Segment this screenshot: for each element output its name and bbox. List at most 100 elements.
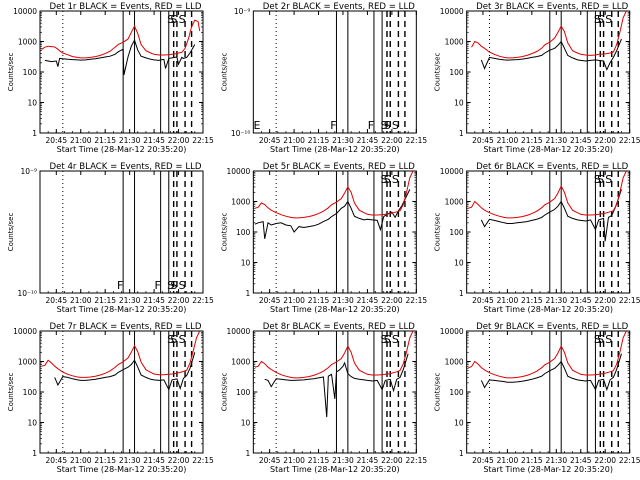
plot-frame (466, 330, 631, 454)
x-tick-label: 21:45 (570, 296, 592, 305)
x-tick-label: 21:15 (94, 296, 116, 305)
y-axis-label: Counts/sec (220, 373, 228, 412)
x-axis-label: Start Time (28-Mar-12 20:35:20) (57, 465, 187, 474)
marker-label: S (384, 333, 391, 346)
y-tick-label: 1000 (445, 358, 464, 367)
x-tick-label: 22:00 (381, 296, 403, 305)
plot-frame (39, 170, 204, 294)
y-tick-label: 100 (449, 68, 464, 77)
marker-label: S (605, 13, 612, 26)
x-tick-label: 22:15 (192, 456, 214, 465)
marker-label: S (597, 333, 604, 346)
y-tick-label: 1 (32, 449, 37, 458)
marker-label: S (594, 333, 601, 346)
y-axis-label: Counts/sec (220, 213, 228, 252)
lld-series-line (41, 19, 201, 59)
lld-series-line (41, 330, 201, 378)
x-tick-label: 20:45 (259, 456, 281, 465)
x-tick-label: 22:00 (168, 456, 190, 465)
y-axis-label: Counts/sec (220, 53, 228, 92)
marker-label: S (380, 333, 387, 346)
plot-frame (466, 170, 631, 294)
x-tick-label: 21:00 (497, 456, 519, 465)
x-tick-label: 22:00 (381, 136, 403, 145)
x-tick-label: 20:45 (45, 456, 67, 465)
x-tick-label: 22:00 (594, 296, 616, 305)
x-tick-label: 21:45 (357, 136, 379, 145)
y-tick-label: 10000 (13, 7, 37, 16)
x-axis-label: Start Time (28-Mar-12 20:35:20) (270, 305, 400, 314)
x-axis-label: Start Time (28-Mar-12 20:35:20) (483, 145, 613, 154)
y-axis-label: Counts/sec (7, 213, 15, 252)
y-tick-label: 10000 (226, 327, 250, 336)
chart-title: Det 7r BLACK = Events, RED = LLD (49, 322, 201, 332)
x-axis-label: Start Time (28-Mar-12 20:35:20) (270, 465, 400, 474)
x-tick-label: 22:15 (619, 136, 640, 145)
marker-label: S (605, 173, 612, 186)
marker-label: S (392, 333, 399, 346)
marker-label: S (392, 119, 399, 132)
y-axis-label: Counts/sec (434, 373, 442, 412)
x-tick-label: 21:15 (94, 456, 116, 465)
events-series-line (264, 353, 409, 418)
x-tick-label: 21:30 (545, 456, 567, 465)
y-axis-label: Counts/sec (434, 213, 442, 252)
x-tick-label: 21:30 (332, 456, 354, 465)
x-tick-label: 21:45 (570, 136, 592, 145)
x-tick-label: 21:00 (497, 296, 519, 305)
x-tick-label: 22:00 (168, 136, 190, 145)
x-axis-label: Start Time (28-Mar-12 20:35:20) (483, 465, 613, 474)
events-series-line (480, 189, 622, 242)
x-tick-label: 21:15 (308, 456, 330, 465)
y-tick-label: 100 (236, 388, 251, 397)
y-axis-label: Counts/sec (7, 53, 15, 92)
y-tick-label: 1000 (445, 198, 464, 207)
marker-label: S (380, 173, 387, 186)
x-axis-label: Start Time (28-Mar-12 20:35:20) (57, 145, 187, 154)
y-tick-label: 1000 (445, 38, 464, 47)
y-tick-label: 10000 (226, 167, 250, 176)
x-tick-label: 22:00 (594, 456, 616, 465)
x-tick-label: 21:30 (332, 296, 354, 305)
x-tick-label: 20:45 (45, 136, 67, 145)
x-tick-label: 21:30 (119, 136, 141, 145)
chart-title: Det 3r BLACK = Events, RED = LLD (476, 2, 628, 12)
x-tick-label: 21:45 (357, 456, 379, 465)
x-axis-label: Start Time (28-Mar-12 20:35:20) (270, 145, 400, 154)
x-tick-label: 21:00 (70, 136, 92, 145)
marker-label: S (384, 173, 391, 186)
y-tick-label: 100 (449, 228, 464, 237)
y-tick-label: 1000 (231, 198, 250, 207)
marker-label: S (167, 333, 174, 346)
x-tick-label: 21:15 (521, 456, 543, 465)
y-tick-label: 10 (454, 419, 464, 428)
y-tick-label: 10 (27, 419, 37, 428)
x-tick-label: 21:45 (357, 296, 379, 305)
y-tick-label: 10000 (440, 7, 464, 16)
x-tick-label: 22:00 (594, 136, 616, 145)
x-tick-label: 21:30 (119, 296, 141, 305)
x-tick-label: 21:15 (308, 136, 330, 145)
x-tick-label: 21:30 (332, 136, 354, 145)
y-tick-label: 100 (449, 388, 464, 397)
x-tick-label: 21:45 (143, 456, 165, 465)
x-tick-label: 21:30 (119, 456, 141, 465)
y-tick-label: 100 (23, 388, 38, 397)
x-tick-label: 22:15 (619, 456, 640, 465)
marker-label: F (368, 119, 374, 132)
x-tick-label: 21:00 (70, 296, 92, 305)
plot-frame (39, 330, 204, 454)
events-series-line (254, 189, 411, 239)
y-tick-label: 1000 (18, 38, 37, 47)
y-tick-label: 10 (454, 99, 464, 108)
marker-label: S (597, 173, 604, 186)
x-tick-label: 20:45 (259, 296, 281, 305)
y-tick-label: 10000 (13, 327, 37, 336)
x-axis-label: Start Time (28-Mar-12 20:35:20) (57, 305, 187, 314)
chart-title: Det 2r BLACK = Events, RED = LLD (263, 2, 415, 12)
y-tick-label: 1000 (231, 358, 250, 367)
y-tick-label: 10⁻¹⁰ (231, 129, 251, 138)
y-tick-label: 100 (236, 228, 251, 237)
